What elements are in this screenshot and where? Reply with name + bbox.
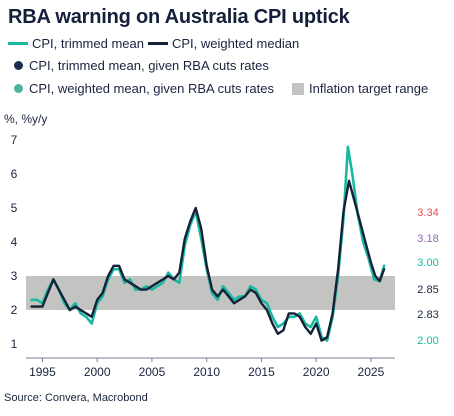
y-axis-unit-label: %, %y/y (4, 112, 48, 126)
legend-label-target-range: Inflation target range (309, 81, 429, 96)
x-tick-label: 2000 (84, 365, 111, 379)
chart-title: RBA warning on Australia CPI uptick (8, 6, 350, 28)
end-value-label: 3.00 (417, 257, 438, 269)
legend-label-weighted-mean-cuts: CPI, weighted mean, given RBA cuts rates (29, 81, 274, 96)
end-value-label: 2.00 (417, 335, 438, 347)
legend-label-trimmed-mean: CPI, trimmed mean (32, 36, 144, 51)
x-tick-label: 2025 (358, 365, 385, 379)
y-tick-label: 4 (11, 235, 18, 249)
legend-swatch-trimmed-mean (8, 42, 28, 45)
y-tick-label: 1 (11, 337, 18, 351)
end-value-label: 3.18 (417, 233, 438, 245)
x-tick-label: 2005 (139, 365, 166, 379)
y-tick-label: 3 (11, 269, 18, 283)
y-tick-label: 5 (11, 201, 18, 215)
legend-swatch-weighted-median (148, 42, 168, 45)
legend-item-target-range: Inflation target range (292, 81, 428, 96)
legend-dot-trimmed-mean-cuts (14, 61, 23, 70)
source-note: Source: Convera, Macrobond (4, 392, 148, 404)
x-tick-label: 2015 (248, 365, 275, 379)
y-tick-label: 7 (11, 133, 18, 147)
legend-item-weighted-median: CPI, weighted median (148, 36, 299, 51)
legend-item-trimmed-mean-cuts: CPI, trimmed mean, given RBA cuts rates (8, 58, 269, 73)
legend-dot-weighted-mean-cuts (14, 84, 23, 93)
x-tick-label: 1995 (29, 365, 56, 379)
end-value-label: 3.34 (417, 207, 438, 219)
legend-label-trimmed-mean-cuts: CPI, trimmed mean, given RBA cuts rates (29, 58, 269, 73)
chart-legend: CPI, trimmed mean CPI, weighted median C… (8, 36, 454, 106)
series-line-weighted-median (30, 179, 386, 342)
legend-label-weighted-median: CPI, weighted median (172, 36, 300, 51)
y-tick-label: 6 (11, 167, 18, 181)
x-tick-label: 2020 (303, 365, 330, 379)
end-value-label: 2.83 (417, 309, 438, 321)
legend-box-target-range (292, 82, 304, 95)
end-value-label: 2.85 (417, 284, 438, 296)
y-tick-label: 2 (11, 303, 18, 317)
legend-item-weighted-mean-cuts: CPI, weighted mean, given RBA cuts rates (8, 81, 274, 96)
x-tick-label: 2010 (193, 365, 220, 379)
legend-item-trimmed-mean: CPI, trimmed mean (8, 36, 144, 51)
